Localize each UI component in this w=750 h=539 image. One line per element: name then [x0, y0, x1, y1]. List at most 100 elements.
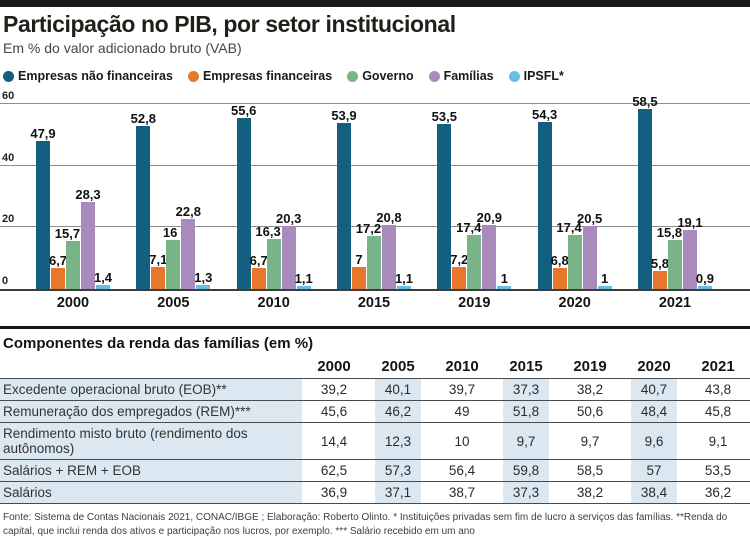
bar: 47,9 — [30, 127, 56, 289]
bar-value-label: 20,8 — [376, 209, 402, 225]
bar-value-label: 16,3 — [255, 223, 281, 239]
bar: 15,7 — [55, 227, 80, 289]
table-cell: 48,4 — [622, 400, 686, 423]
table-header-year: 2021 — [701, 358, 735, 375]
bar: 7,1 — [149, 253, 167, 289]
bar: 17,2 — [356, 222, 381, 289]
bar: 53,5 — [432, 110, 457, 289]
bar: 6,8 — [551, 254, 569, 289]
table-title: Componentes da renda das famílias (em %) — [3, 335, 314, 352]
table-row: Remuneração dos empregados (REM)*** 45,6 4… — [0, 400, 750, 423]
table-cell: 40,7 — [622, 378, 686, 401]
bar: 0,9 — [696, 272, 714, 289]
legend-item-label: Empresas não financeiras — [18, 69, 173, 83]
bar: 55,6 — [231, 104, 256, 289]
bar: 5,8 — [651, 257, 669, 289]
legend-swatch-icon — [347, 70, 359, 82]
x-axis-label: 2015 — [357, 295, 391, 311]
table-cell: 12,3 — [366, 422, 430, 460]
x-axis-label: 2019 — [458, 295, 491, 311]
bar-value-label: 20,5 — [576, 210, 603, 226]
table-cell: 49 — [454, 404, 470, 419]
table-cell: 9,7 — [494, 422, 558, 460]
table-header-year: 2000 — [317, 358, 351, 375]
bar-value-label: 16 — [162, 224, 178, 240]
table-row: Salários 36,9 37,1 38,7 37,3 38,2 38,4 36,2 — [0, 481, 750, 504]
legend-swatch-icon — [428, 70, 440, 82]
table-header-year: 2015 — [509, 358, 543, 375]
bar-value-label: 52,8 — [130, 111, 156, 127]
legend-item-label: Famílias — [443, 69, 494, 83]
legend-swatch-icon — [187, 70, 199, 82]
bar: 53,9 — [331, 109, 357, 289]
bar-value-label: 15,7 — [54, 225, 81, 241]
table-cell: 38,2 — [576, 485, 604, 500]
table-header-year: 2010 — [445, 358, 479, 375]
x-axis-label: 2020 — [558, 295, 591, 311]
legend-swatch-icon — [3, 70, 14, 82]
table-cell: 62,5 — [320, 463, 348, 478]
bar-value-label: 1 — [601, 270, 609, 286]
gridline — [0, 226, 750, 228]
table-row-label: Salários — [0, 481, 302, 504]
bar-value-label: 17,4 — [556, 220, 582, 236]
bar-value-label: 15,8 — [656, 225, 683, 241]
bar-value-label: 7,1 — [149, 252, 168, 268]
bar-group-2010: 55,6 6,7 16,3 20,3 1,1 — [231, 93, 313, 289]
table-cell: 10 — [454, 433, 470, 449]
bar: 15,8 — [657, 226, 682, 289]
bar: 16,3 — [255, 225, 281, 289]
legend-item-label: Empresas financeiras — [202, 69, 333, 83]
table-cell: 56,4 — [448, 463, 476, 478]
table-cell: 9,1 — [708, 433, 728, 449]
table-row: Excedente operacional bruto (EOB)** 39,2 4… — [0, 378, 750, 401]
bar-value-label: 17,4 — [456, 220, 482, 236]
bar-group-2005: 52,8 7,1 16 22,8 1,3 — [130, 93, 212, 289]
bar-value-label: 58,5 — [632, 93, 658, 109]
bar: 17,4 — [556, 221, 582, 289]
bar: 1,1 — [395, 272, 413, 289]
table-cell: 9,7 — [580, 433, 600, 449]
bar-value-label: 0,9 — [695, 271, 715, 287]
legend-item: Famílias — [428, 69, 494, 83]
chart-legend: Empresas não financeiras Empresas finance… — [3, 69, 750, 83]
bar-value-label: 1 — [500, 270, 508, 286]
x-axis-label: 2021 — [658, 295, 692, 311]
table-cell: 38,4 — [622, 481, 686, 504]
table-cell: 9,6 — [622, 422, 686, 460]
bar: 54,3 — [532, 108, 557, 289]
bar: 19,1 — [677, 216, 703, 289]
bar-value-label: 1,1 — [294, 270, 313, 286]
bar-value-label: 53,9 — [331, 107, 357, 123]
table-header-year: 2019 — [573, 358, 607, 375]
table-cell: 36,9 — [320, 485, 348, 500]
bar-value-label: 7 — [355, 252, 363, 268]
table-row-label: Salários + REM + EOB — [0, 459, 302, 482]
gridline — [0, 164, 750, 166]
bar-value-label: 47,9 — [30, 126, 56, 142]
bar-value-label: 19,1 — [677, 215, 703, 231]
top-rule — [0, 0, 750, 7]
bar: 20,5 — [577, 212, 602, 289]
table-cell: 14,4 — [320, 433, 348, 449]
components-table: 2000 2005 2010 2015 2019 2020 2021 Excedente o… — [0, 354, 750, 504]
table-cell: 36,2 — [704, 485, 732, 500]
x-axis-label: 2005 — [157, 295, 190, 311]
table-cell: 43,8 — [704, 382, 732, 397]
table-header-empty — [0, 354, 302, 379]
x-axis-label: 2000 — [56, 295, 90, 311]
bar-groups: 47,9 6,7 15,7 28,3 1,4 52,8 7,1 16 22,8 1,3 55,6 6,… — [30, 93, 714, 289]
table-cell: 59,8 — [494, 459, 558, 482]
source-note: Fonte: Sistema de Contas Nacionais 2021,… — [3, 512, 728, 537]
table-cell: 51,8 — [494, 400, 558, 423]
table-cell: 45,8 — [704, 404, 732, 419]
bar-group-2019: 53,5 7,2 17,4 20,9 1 — [432, 93, 513, 289]
bar: 16 — [163, 226, 181, 289]
bar-value-label: 6,7 — [48, 253, 68, 269]
bar-value-label: 53,5 — [431, 109, 457, 125]
table-cell: 39,7 — [448, 382, 476, 397]
bar-value-label: 7,2 — [450, 251, 469, 267]
bar: 1,4 — [94, 271, 112, 289]
x-axis-label: 2010 — [257, 295, 290, 311]
